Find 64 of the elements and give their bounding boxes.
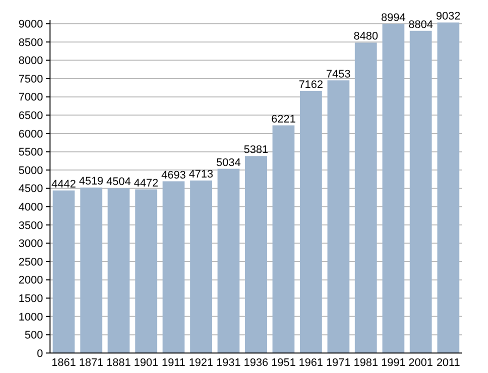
data-label: 9032 xyxy=(436,10,461,22)
x-tick-label: 2001 xyxy=(408,357,434,369)
y-tick-label: 7500 xyxy=(18,73,43,86)
bar xyxy=(327,80,350,353)
y-tick-label: 1500 xyxy=(18,292,43,305)
data-label: 4504 xyxy=(106,176,131,188)
y-tick-label: 3000 xyxy=(18,238,43,250)
x-tick-label: 2011 xyxy=(436,357,460,369)
data-label: 8994 xyxy=(381,12,406,24)
y-tick-label: 4500 xyxy=(18,183,43,196)
y-tick-label: 6500 xyxy=(18,110,43,122)
y-tick-label: 4000 xyxy=(18,201,43,214)
bar xyxy=(218,168,240,353)
y-tick-label: 500 xyxy=(24,330,43,342)
data-label: 6221 xyxy=(271,113,296,126)
bar xyxy=(300,90,322,353)
x-tick-label: 1961 xyxy=(298,357,324,369)
x-tick-label: 1861 xyxy=(51,357,76,369)
y-tick-label: 5500 xyxy=(18,146,43,159)
bar xyxy=(382,24,404,353)
x-tick-label: 1921 xyxy=(188,357,214,369)
x-tick-label: 1911 xyxy=(162,357,186,369)
x-tick-label: 1931 xyxy=(216,357,241,369)
x-tick-label: 1901 xyxy=(134,357,158,369)
x-tick-label: 1991 xyxy=(381,357,406,369)
x-tick-label: 1981 xyxy=(354,357,378,369)
bar xyxy=(272,125,294,353)
x-tick-label: 1951 xyxy=(271,357,296,369)
data-label: 4472 xyxy=(134,177,158,190)
bar xyxy=(190,180,212,353)
bar xyxy=(245,156,267,353)
y-tick-label: 1000 xyxy=(18,311,43,324)
data-label: 4442 xyxy=(51,178,76,190)
x-tick-label: 1936 xyxy=(244,357,268,369)
x-tick-label: 1871 xyxy=(78,357,104,369)
y-tick-label: 6000 xyxy=(18,128,43,140)
bar xyxy=(354,42,377,353)
bar xyxy=(52,190,75,353)
y-tick-label: 5000 xyxy=(18,164,43,177)
data-label: 4693 xyxy=(161,169,186,182)
bar xyxy=(437,22,460,353)
bar xyxy=(80,188,102,353)
bar xyxy=(108,188,130,353)
data-label: 5381 xyxy=(244,144,268,156)
y-tick-label: 3500 xyxy=(18,220,43,232)
y-tick-label: 0 xyxy=(36,348,43,360)
data-label: 7162 xyxy=(298,78,324,91)
y-tick-label: 9000 xyxy=(18,18,43,31)
data-label: 8804 xyxy=(408,18,434,31)
y-tick-label: 2000 xyxy=(18,274,43,287)
y-tick-label: 2500 xyxy=(18,256,43,268)
y-tick-label: 8500 xyxy=(18,36,43,49)
data-label: 4519 xyxy=(78,176,104,188)
data-label: 5034 xyxy=(216,156,241,169)
y-tick-label: 8000 xyxy=(18,55,43,68)
x-tick-label: 1971 xyxy=(326,357,351,369)
data-label: 8480 xyxy=(354,30,378,43)
data-label: 7453 xyxy=(326,68,351,80)
x-tick-label: 1881 xyxy=(106,357,131,369)
bar xyxy=(410,30,432,353)
y-tick-label: 7000 xyxy=(18,92,43,104)
bar xyxy=(162,181,185,353)
data-label: 4713 xyxy=(188,168,214,181)
bar xyxy=(135,189,158,353)
